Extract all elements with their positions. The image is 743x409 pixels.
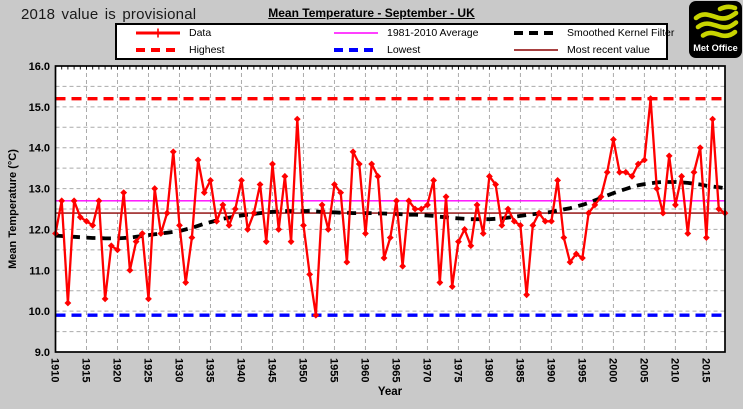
svg-text:1965: 1965 [389, 358, 401, 382]
legend-item-lowest: Lowest [333, 43, 513, 57]
svg-text:12.0: 12.0 [29, 224, 50, 236]
svg-text:16.0: 16.0 [29, 61, 50, 73]
smoothed-line-icon [514, 31, 558, 36]
legend-label-smoothed: Smoothed Kernel Filter [567, 27, 675, 40]
legend-label-data: Data [189, 27, 212, 40]
svg-text:1980: 1980 [482, 358, 494, 382]
lowest-line-icon [334, 47, 378, 52]
logo-text: Met Office [693, 43, 737, 53]
legend-label-most-recent: Most recent value [567, 43, 650, 56]
legend-label-lowest: Lowest [387, 43, 421, 56]
svg-text:2000: 2000 [606, 358, 618, 382]
svg-text:14.0: 14.0 [29, 143, 50, 155]
met-office-logo: Met Office [689, 1, 742, 58]
legend-item-data: Data [135, 26, 333, 40]
svg-text:15.0: 15.0 [29, 102, 50, 114]
most-recent-line-icon [514, 49, 558, 51]
svg-text:10.0: 10.0 [29, 306, 50, 318]
legend-item-highest: Highest [135, 43, 333, 57]
svg-text:1955: 1955 [327, 358, 339, 382]
svg-text:1920: 1920 [110, 358, 122, 382]
average-line-icon [334, 32, 378, 34]
legend-item-average: 1981-2010 Average [333, 26, 513, 40]
x-axis-title: Year [377, 386, 403, 398]
svg-text:1930: 1930 [172, 358, 184, 382]
svg-text:1995: 1995 [575, 358, 587, 382]
svg-text:9.0: 9.0 [35, 347, 50, 359]
y-axis-title: Mean Temperature (°C) [7, 149, 19, 269]
svg-text:11.0: 11.0 [29, 265, 50, 277]
svg-text:1910: 1910 [49, 358, 61, 382]
svg-text:13.0: 13.0 [29, 184, 50, 196]
legend-item-most-recent: Most recent value [513, 43, 674, 57]
logo-waves-icon: Met Office [693, 4, 739, 53]
legend-label-average: 1981-2010 Average [387, 27, 479, 40]
legend-item-smoothed: Smoothed Kernel Filter [513, 26, 674, 40]
provisional-note: 2018 value is provisional [21, 6, 197, 23]
svg-text:1945: 1945 [265, 358, 277, 382]
svg-text:2015: 2015 [699, 358, 711, 382]
svg-text:1990: 1990 [544, 358, 556, 382]
svg-text:1950: 1950 [296, 358, 308, 382]
data-line-icon [136, 28, 180, 38]
legend: Data 1981-2010 Average Smoothed Kernel F… [115, 23, 674, 60]
svg-text:1960: 1960 [358, 358, 370, 382]
svg-text:2005: 2005 [637, 358, 649, 382]
legend-label-highest: Highest [189, 43, 225, 56]
svg-text:1915: 1915 [79, 358, 91, 382]
highest-line-icon [136, 47, 180, 52]
svg-text:1970: 1970 [420, 358, 432, 382]
svg-text:1925: 1925 [141, 358, 153, 382]
svg-text:2010: 2010 [668, 358, 680, 382]
svg-text:1985: 1985 [513, 358, 525, 382]
svg-text:1935: 1935 [203, 358, 215, 382]
svg-text:1940: 1940 [234, 358, 246, 382]
svg-text:1975: 1975 [451, 358, 463, 382]
